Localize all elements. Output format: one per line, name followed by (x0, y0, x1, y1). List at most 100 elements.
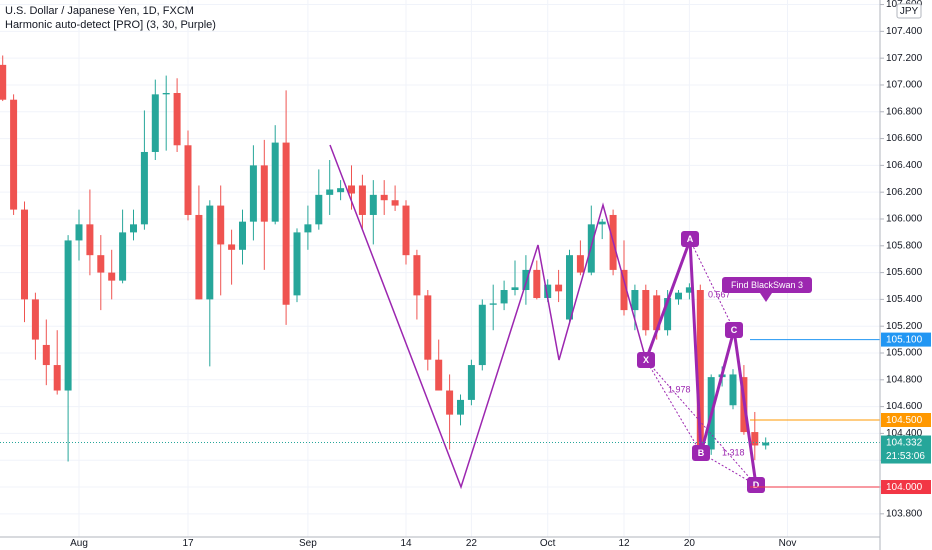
axis-labels: 103.800104.000104.200104.400104.600104.8… (70, 0, 931, 549)
candle-body (685, 287, 693, 293)
candle-body (239, 221, 246, 250)
candle-body (97, 255, 105, 273)
candle-body (435, 359, 443, 391)
x-tick-label: Sep (299, 538, 317, 549)
candle-body (696, 290, 704, 450)
candle-body (53, 365, 61, 391)
candle-body (642, 290, 650, 331)
candle-body (119, 232, 127, 281)
candle-body (75, 224, 83, 241)
candle-body (10, 99, 18, 210)
candle-body (500, 290, 508, 304)
candle-body (391, 200, 399, 206)
callout-box (722, 277, 812, 293)
candle-body (489, 303, 497, 305)
candle-body (162, 93, 170, 95)
candle-body (566, 255, 573, 320)
last-price-label: 104.332 (886, 438, 923, 449)
price-lines (0, 339, 880, 488)
pattern-ratio-line (689, 239, 702, 454)
candle-body (511, 287, 519, 291)
candle-body (555, 284, 563, 292)
price-label-box (881, 480, 931, 495)
pattern-labels: A X B C D 0.567 1.978 1.318 Find BlackSw… (637, 231, 812, 493)
x-tick-label: 20 (684, 538, 696, 549)
price-label-box (881, 332, 931, 347)
candle-body (151, 94, 159, 152)
x-tick-label: 12 (618, 538, 630, 549)
candle-body (653, 295, 661, 331)
y-tick-label: 107.400 (886, 26, 923, 37)
point-label: X (643, 355, 649, 365)
price-label: 105.100 (886, 335, 923, 346)
y-tick-label: 105.000 (886, 348, 923, 359)
point-marker (681, 231, 699, 247)
candle-body (293, 232, 301, 296)
x-tick-label: Aug (70, 538, 88, 549)
y-tick-label: 103.800 (886, 508, 923, 519)
y-tick-label: 105.400 (886, 294, 923, 305)
candle-body (620, 269, 628, 311)
candle-body (751, 432, 759, 446)
y-tick-label: 107.000 (886, 80, 923, 91)
candle-body (140, 151, 148, 225)
zigzag (329, 144, 647, 490)
chart-title: U.S. Dollar / Japanese Yen, 1D, FXCM (5, 5, 194, 17)
candle-body (315, 194, 323, 225)
x-tick-label: Nov (779, 538, 797, 549)
point-marker (637, 352, 655, 368)
candle-body (173, 93, 181, 146)
candle-body (249, 165, 257, 222)
x-tick-label: 14 (400, 538, 412, 549)
candle-body (42, 344, 50, 366)
candle-body (86, 224, 94, 256)
candle-body (326, 189, 334, 195)
point-label: D (753, 480, 760, 490)
candle-body (304, 224, 312, 233)
candle-body (217, 205, 225, 245)
countdown-label: 21:53:06 (886, 451, 925, 462)
candle-body (282, 142, 290, 305)
y-tick-label: 106.800 (886, 106, 923, 117)
point-label: A (687, 234, 694, 244)
price-label-box (881, 413, 931, 428)
ratio-label: 1.978 (668, 384, 691, 394)
candle-body (631, 290, 639, 311)
pattern-ratio-line (700, 452, 757, 486)
candle-body (446, 390, 454, 415)
y-tick-label: 105.800 (886, 240, 923, 251)
candle-body (467, 365, 475, 400)
chart-subtitle: Harmonic auto-detect [PRO] (3, 30, Purpl… (5, 19, 216, 31)
candle-body (369, 194, 377, 215)
currency-label: JPY (900, 6, 919, 17)
y-tick-label: 104.400 (886, 428, 923, 439)
candle-body (206, 205, 214, 300)
candle-body (522, 269, 530, 291)
candle-body (457, 399, 464, 415)
point-label: C (731, 325, 738, 335)
y-tick-label: 106.600 (886, 133, 923, 144)
candle-body (337, 188, 345, 193)
point-label: B (698, 448, 705, 458)
ratio-label: 0.567 (708, 289, 731, 299)
y-tick-label: 106.000 (886, 214, 923, 225)
x-tick-label: 22 (466, 538, 478, 549)
candles (0, 55, 770, 462)
y-tick-label: 105.600 (886, 267, 923, 278)
ratio-label: 1.318 (722, 447, 745, 457)
candle-body (598, 221, 606, 225)
y-tick-label: 104.800 (886, 374, 923, 385)
point-marker (725, 322, 743, 338)
price-label-box (881, 435, 931, 464)
candle-body (413, 255, 421, 296)
candle-body (260, 165, 268, 222)
candle-body (271, 142, 279, 222)
x-tick-label: 17 (182, 538, 194, 549)
y-tick-label: 106.400 (886, 160, 923, 171)
candle-body (348, 185, 355, 194)
point-marker (747, 477, 765, 493)
candle-body (130, 224, 137, 233)
candle-body (31, 299, 39, 340)
